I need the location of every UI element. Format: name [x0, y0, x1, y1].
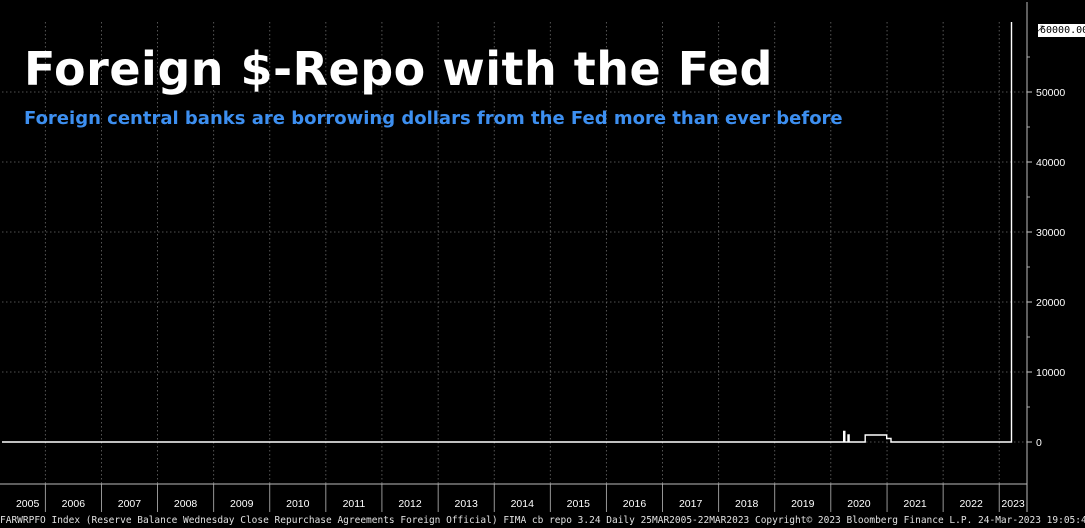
x-tick-label: 2018: [735, 498, 759, 510]
x-tick-label: 2007: [118, 498, 142, 510]
tick-labels: 0 10000 20000 30000 40000 50000 2005 2006 2007 20…: [16, 87, 1065, 510]
chart-subtitle: Foreign central banks are borrowing doll…: [24, 108, 843, 129]
series: [2, 22, 1013, 443]
series-line: [2, 22, 1013, 443]
y-tick-label: 40000: [1036, 157, 1065, 169]
x-tick-label: 2005: [16, 498, 40, 510]
y-tick-label: 0: [1036, 437, 1042, 449]
axes: [0, 2, 1032, 512]
x-tick-label: 2016: [623, 498, 647, 510]
x-tick-label: 2019: [791, 498, 815, 510]
x-tick-label: 2013: [455, 498, 479, 510]
chart-title: Foreign $-Repo with the Fed: [24, 42, 773, 96]
x-tick-label: 2008: [174, 498, 198, 510]
x-tick-label: 2009: [230, 498, 254, 510]
x-tick-label: 2022: [959, 498, 983, 510]
x-tick-label: 2023: [1001, 498, 1025, 510]
expand-icon[interactable]: ⤢: [1034, 23, 1044, 37]
x-tick-label: 2012: [398, 498, 422, 510]
source-footer: FARWRPFO Index (Reserve Balance Wednesda…: [0, 515, 1085, 526]
x-tick-label: 2015: [567, 498, 591, 510]
y-tick-label: 30000: [1036, 227, 1065, 239]
x-tick-label: 2014: [511, 498, 535, 510]
y-tick-label: 50000: [1036, 87, 1065, 99]
x-tick-label: 2017: [679, 498, 703, 510]
grid: [2, 22, 1027, 484]
x-tick-label: 2021: [903, 498, 927, 510]
x-tick-label: 2006: [62, 498, 86, 510]
x-tick-label: 2010: [286, 498, 310, 510]
x-tick-label: 2011: [343, 498, 366, 510]
last-value-label: 60000.00: [1038, 24, 1085, 37]
y-tick-label: 20000: [1036, 297, 1065, 309]
y-tick-label: 10000: [1036, 367, 1065, 379]
x-tick-label: 2020: [847, 498, 871, 510]
